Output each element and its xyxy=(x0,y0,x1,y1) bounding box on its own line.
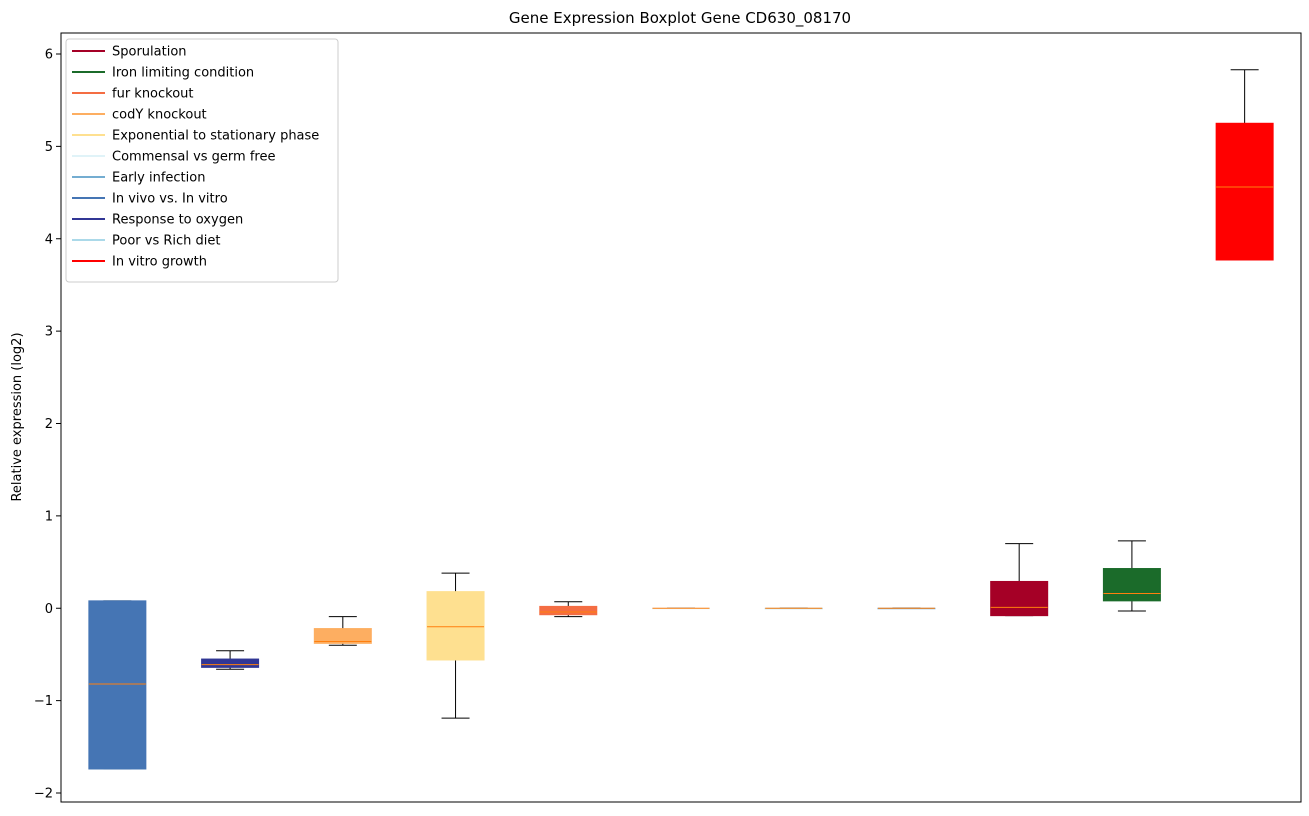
box-group xyxy=(539,601,598,618)
y-tick-label: −2 xyxy=(34,787,53,802)
box-group xyxy=(764,607,823,610)
box-group xyxy=(313,616,372,646)
y-tick-label: 4 xyxy=(45,232,53,247)
box-body xyxy=(539,605,598,616)
y-tick-label: 5 xyxy=(45,140,53,155)
box-body xyxy=(313,628,372,644)
box-group xyxy=(426,572,485,719)
plot-frame xyxy=(60,32,1302,803)
legend-label: Iron limiting condition xyxy=(112,66,254,81)
y-tick-label: 6 xyxy=(45,48,53,63)
legend-label: Response to oxygen xyxy=(112,213,243,228)
y-tick-label: 3 xyxy=(45,325,53,340)
box-group xyxy=(877,607,936,610)
box-body xyxy=(201,658,260,668)
y-tick-label: 1 xyxy=(45,509,53,524)
box-body xyxy=(1102,568,1161,602)
legend-label: Poor vs Rich diet xyxy=(112,234,220,249)
legend-label: codY knockout xyxy=(112,108,207,123)
box-body xyxy=(88,600,147,770)
y-axis: −2 −1 0 1 2 3 4 5 6 xyxy=(34,48,61,802)
legend-label: Commensal vs germ free xyxy=(112,150,275,165)
box-group xyxy=(1102,540,1161,612)
legend-label: Sporulation xyxy=(112,45,187,60)
legend-label: Exponential to stationary phase xyxy=(112,129,319,144)
y-tick-label: −1 xyxy=(34,694,53,709)
box-group xyxy=(652,607,710,610)
box-body xyxy=(1215,122,1274,261)
box-body xyxy=(990,580,1049,617)
y-tick-label: 0 xyxy=(45,602,53,617)
legend-label: In vivo vs. In vitro xyxy=(112,192,228,207)
box-group xyxy=(990,543,1049,617)
box-group xyxy=(201,650,260,670)
boxes-layer xyxy=(88,69,1274,770)
y-axis-label: Relative expression (log2) xyxy=(10,332,25,501)
legend-label: In vitro growth xyxy=(112,255,207,270)
box-body xyxy=(426,591,485,661)
legend: Sporulation Iron limiting condition fur kn… xyxy=(65,38,339,283)
box-group xyxy=(1215,69,1274,261)
legend-frame xyxy=(65,38,339,283)
chart-title: Gene Expression Boxplot Gene CD630_08170 xyxy=(509,9,851,28)
legend-label: fur knockout xyxy=(112,87,194,102)
legend-label: Early infection xyxy=(112,171,205,186)
y-tick-label: 2 xyxy=(45,417,53,432)
box-group xyxy=(88,600,147,770)
